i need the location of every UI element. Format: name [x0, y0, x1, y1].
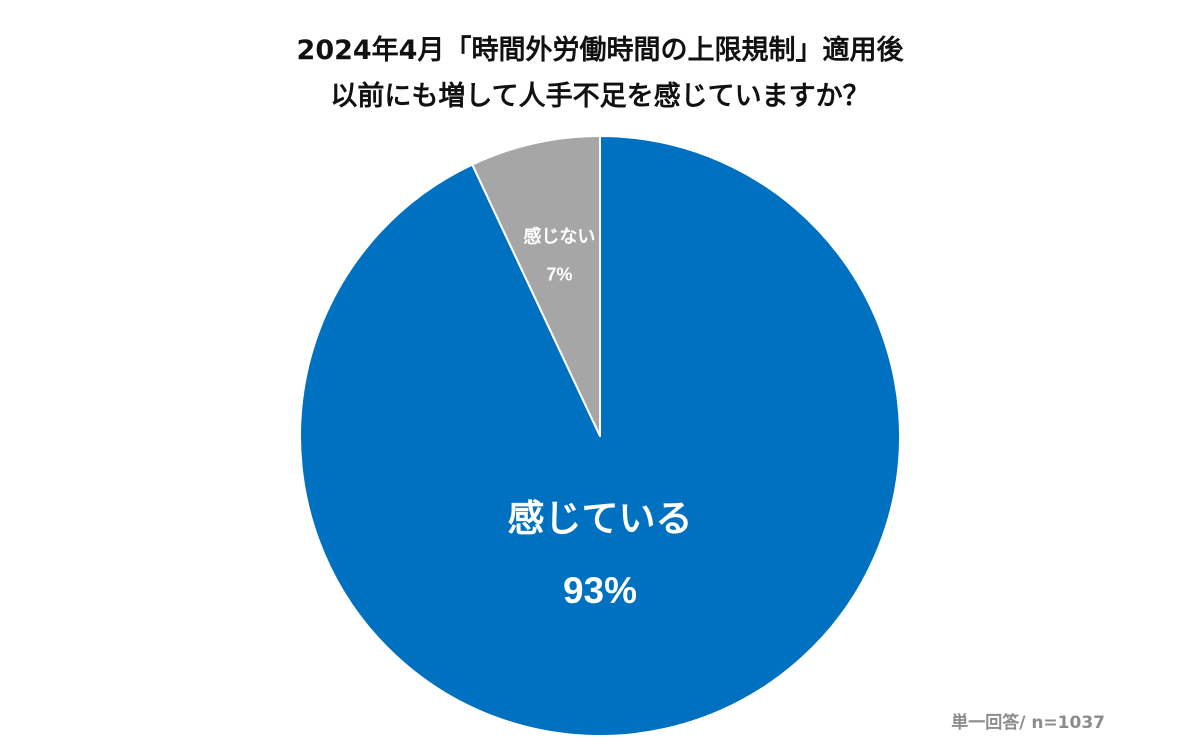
pie-slice-label: 感じない: [523, 225, 595, 247]
chart-title: 2024年4月「時間外労働時間の上限規制」適用後 以前にも増して人手不足を感じて…: [0, 28, 1200, 120]
pie-slice-kanjinai: [471, 135, 601, 437]
sample-note: 単一回答/ n=1037: [951, 713, 1105, 733]
chart-title-line-1: 2024年4月「時間外労働時間の上限規制」適用後: [296, 35, 904, 66]
pie-slices: [299, 135, 901, 737]
pie-slice-label: 感じている: [508, 497, 693, 540]
pie-slice-value-label: 93%: [563, 570, 637, 611]
pie-labels: 感じている 93% 感じない 7%: [508, 225, 693, 611]
chart-title-line-2: 以前にも増して人手不足を感じていますか？: [330, 81, 870, 112]
pie-slice-value-label: 7%: [546, 264, 572, 284]
